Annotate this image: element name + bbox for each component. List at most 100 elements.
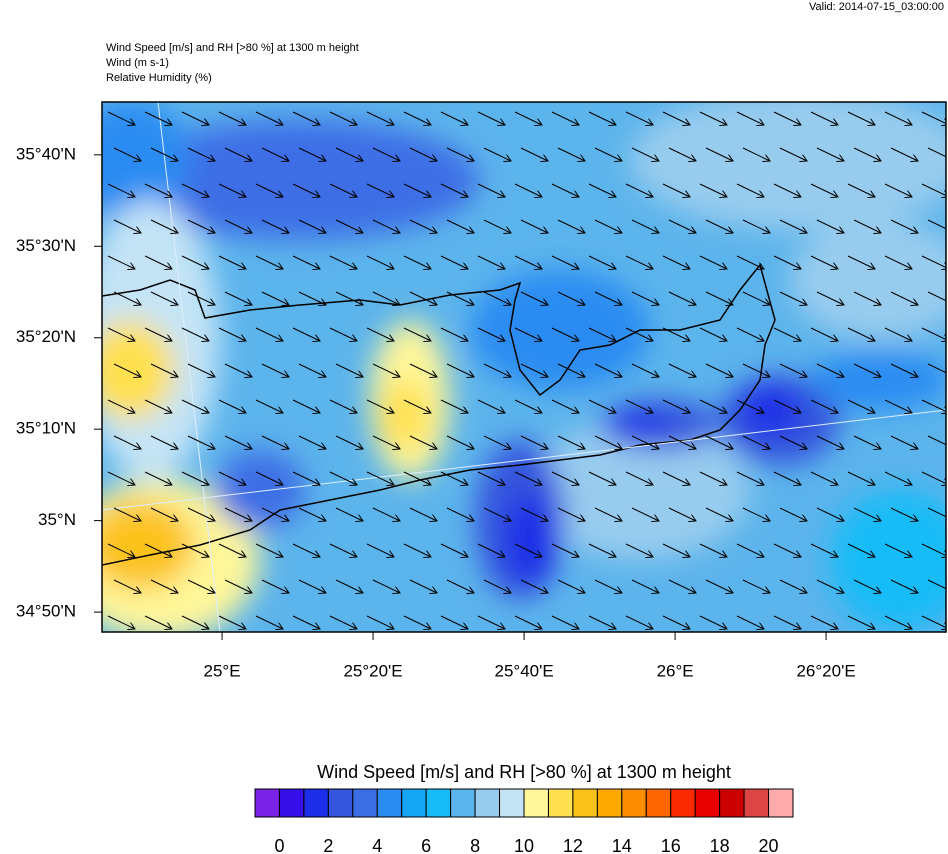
- wind-arrow: [853, 435, 881, 449]
- wind-arrow: [921, 255, 946, 269]
- wind-arrow: [890, 147, 918, 161]
- wind-arrow: [255, 615, 283, 629]
- wind-arrow: [292, 399, 320, 413]
- wind-arrow: [668, 291, 696, 305]
- wind-arrow: [107, 399, 135, 413]
- lat-label: 34°50'N: [16, 602, 76, 621]
- wind-arrow: [261, 435, 289, 449]
- wind-arrow: [329, 183, 357, 197]
- wind-arrow: [625, 399, 653, 413]
- wind-arrow: [853, 363, 881, 377]
- colorbar-swatch: [376, 788, 403, 818]
- lat-label: 35°30'N: [16, 236, 76, 255]
- wind-arrow: [440, 327, 468, 341]
- wind-arrow: [409, 435, 437, 449]
- colorbar-swatch: [621, 788, 647, 818]
- wind-arrow: [631, 579, 659, 593]
- colorbar-swatch: [670, 788, 696, 818]
- wind-arrow: [255, 471, 283, 485]
- wind-arrow: [742, 291, 770, 305]
- wind-arrow: [113, 219, 141, 233]
- wind-arrow: [588, 111, 616, 125]
- wind-arrow: [594, 507, 622, 521]
- wind-arrow: [773, 183, 801, 197]
- wind-arrow: [705, 435, 733, 449]
- wind-arrow: [150, 579, 178, 593]
- wind-arrow: [107, 327, 135, 341]
- valid-time: Valid: 2014-07-15_03:00:00: [809, 1, 944, 13]
- wind-arrow: [625, 471, 653, 485]
- wind-arrow: [890, 363, 918, 377]
- wind-arrow: [218, 327, 246, 341]
- wind-arrow: [144, 471, 172, 485]
- lon-label: 25°E: [204, 661, 241, 680]
- wind-arrow: [884, 183, 912, 197]
- wind-arrow: [551, 183, 579, 197]
- wind-arrow: [224, 219, 252, 233]
- wind-arrow: [261, 579, 289, 593]
- wind-arrow: [335, 435, 363, 449]
- colorbar-swatch: [719, 788, 745, 818]
- wind-arrow: [736, 615, 764, 629]
- wind-arrow: [446, 219, 474, 233]
- wind-arrow: [847, 183, 875, 197]
- wind-arrow: [551, 399, 579, 413]
- wind-arrow: [927, 507, 946, 518]
- lon-label: 26°20'E: [796, 661, 855, 680]
- colorbar-swatch: [694, 788, 721, 818]
- wind-arrow: [329, 543, 357, 557]
- wind-arrow: [662, 111, 690, 125]
- wind-arrow: [884, 399, 912, 413]
- wind-arrow: [483, 363, 511, 377]
- wind-arrow: [853, 579, 881, 593]
- wind-arrow: [255, 111, 283, 125]
- wind-arrow: [403, 615, 431, 629]
- wind-arrow: [187, 579, 215, 593]
- wind-arrow: [329, 471, 357, 485]
- wind-arrow: [107, 111, 135, 125]
- wind-arrow: [113, 291, 141, 305]
- wind-arrow: [699, 615, 727, 629]
- wind-arrow: [557, 291, 585, 305]
- wind-arrow: [884, 615, 912, 629]
- colorbar-label: 12: [563, 836, 583, 854]
- wind-arrow: [520, 435, 548, 449]
- wind-arrow: [446, 147, 474, 161]
- wind-arrow: [742, 507, 770, 521]
- wind-arrow: [292, 615, 320, 629]
- wind-arrow: [847, 111, 875, 125]
- wind-arrow: [255, 183, 283, 197]
- wind-arrow: [884, 111, 912, 125]
- wind-arrow: [742, 219, 770, 233]
- wind-arrow: [218, 615, 246, 629]
- wind-arrow: [514, 111, 542, 125]
- wind-arrow: [409, 291, 437, 305]
- wind-arrow: [742, 435, 770, 449]
- map-field: [102, 102, 946, 632]
- wind-arrow: [144, 399, 172, 413]
- lat-label: 35°10'N: [16, 419, 76, 438]
- wind-arrow: [927, 147, 946, 158]
- wind-arrow: [187, 219, 215, 233]
- wind-arrow: [816, 219, 844, 233]
- wind-arrow: [927, 579, 946, 590]
- wind-arrow: [588, 183, 616, 197]
- wind-arrow: [810, 399, 838, 413]
- wind-arrow: [150, 363, 178, 377]
- wind-arrow: [446, 291, 474, 305]
- wind-arrow: [218, 471, 246, 485]
- wind-arrow: [514, 183, 542, 197]
- colorbar-swatch: [401, 788, 427, 818]
- wind-arrow: [551, 327, 579, 341]
- wind-arrow: [779, 435, 807, 449]
- wind-arrow: [736, 399, 764, 413]
- wind-arrow: [335, 219, 363, 233]
- wind-arrow: [440, 399, 468, 413]
- wind-arrow: [631, 291, 659, 305]
- wind-arrow: [927, 363, 946, 374]
- wind-arrow: [668, 363, 696, 377]
- wind-arrow: [625, 615, 653, 629]
- wind-arrow: [477, 399, 505, 413]
- wind-arrow: [594, 579, 622, 593]
- wind-arrow: [446, 435, 474, 449]
